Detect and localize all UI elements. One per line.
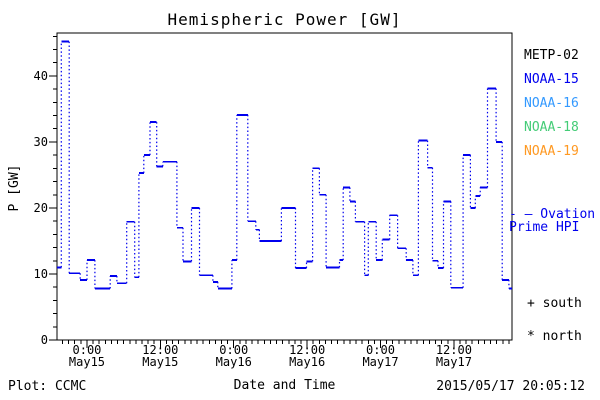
legend-label: NOAA-19: [524, 144, 579, 159]
legend-item-noaa-19: NOAA-19: [524, 144, 579, 159]
x-tick-label: 0:00 May17: [362, 343, 399, 369]
ovation-prime-hpi-label-line1: - — Ovation: [509, 207, 596, 222]
legend-label: NOAA-18: [524, 120, 579, 135]
legend-label: NOAA-16: [524, 96, 579, 111]
legend-item-noaa-16: NOAA-16: [524, 96, 579, 111]
ovation-prime-hpi-label-line2: Prime HPI: [509, 220, 580, 235]
legend-item-metp-02: METP-02: [524, 48, 579, 63]
north-marker-label: * north: [527, 329, 582, 344]
legend-label: NOAA-15: [524, 72, 579, 87]
legend-item-noaa-18: NOAA-18: [524, 120, 579, 135]
x-tick-label: 12:00 May16: [289, 343, 326, 369]
footer-plot-source: Plot: CCMC: [8, 379, 87, 394]
south-marker-label: + south: [527, 296, 582, 311]
footer-timestamp: 2015/05/17 20:05:12: [436, 379, 585, 394]
y-tick-label: 20: [33, 200, 48, 215]
y-axis-label: P [GW]: [7, 164, 22, 212]
x-tick-label: 12:00 May15: [142, 343, 179, 369]
legend-item-noaa-15: NOAA-15: [524, 72, 579, 87]
page-title: Hemispheric Power [GW]: [167, 10, 402, 29]
x-tick-label: 0:00 May16: [215, 343, 252, 369]
x-axis-label: Date and Time: [233, 378, 336, 393]
y-tick-label: 0: [40, 333, 48, 347]
legend-label: METP-02: [524, 48, 579, 63]
y-tick-label: 30: [33, 134, 48, 149]
y-tick-label: 10: [33, 266, 48, 281]
y-tick-label: 40: [33, 68, 48, 83]
x-tick-label: 0:00 May15: [68, 343, 106, 369]
x-tick-label: 12:00 May17: [435, 343, 472, 369]
